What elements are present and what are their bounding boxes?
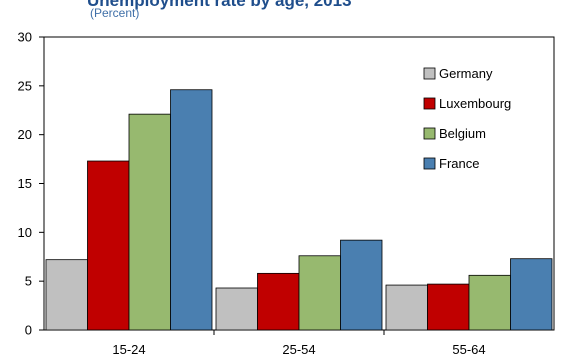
legend-label: Belgium: [439, 126, 486, 141]
y-tick-label: 0: [25, 323, 32, 338]
legend-swatch: [423, 97, 436, 110]
y-tick-label: 30: [18, 30, 32, 45]
bar: [510, 258, 553, 331]
bars: [45, 89, 553, 331]
legend-label: Luxembourg: [439, 96, 511, 111]
legend: Germany Luxembourg Belgium France: [423, 66, 511, 171]
bar: [340, 239, 383, 331]
axes: 0 5 10 15 20 25 30 15-24 25-54 55-64: [18, 30, 555, 357]
bar: [298, 255, 341, 331]
chart-title: Unemployment rate by age, 2013: [87, 0, 352, 10]
y-tick-label: 5: [25, 274, 32, 289]
bar: [170, 89, 213, 331]
y-tick-label: 10: [18, 225, 32, 240]
x-tick-label: 25-54: [282, 342, 315, 357]
legend-swatch: [423, 157, 436, 170]
legend-label: France: [439, 156, 479, 171]
y-tick-label: 20: [18, 127, 32, 142]
x-tick-label: 15-24: [112, 342, 145, 357]
y-tick-label: 15: [18, 176, 32, 191]
legend-swatch: [423, 127, 436, 140]
legend-swatch: [423, 67, 436, 80]
chart-subtitle: (Percent): [90, 6, 140, 20]
bar: [427, 283, 470, 331]
y-tick-label: 25: [18, 78, 32, 93]
bar: [128, 113, 171, 331]
bar: [257, 272, 300, 331]
x-tick-label: 55-64: [452, 342, 485, 357]
legend-label: Germany: [439, 66, 493, 81]
bar: [385, 284, 428, 331]
bar: [45, 259, 88, 331]
bar: [215, 287, 258, 331]
bar: [468, 274, 511, 331]
bar: [87, 160, 130, 331]
